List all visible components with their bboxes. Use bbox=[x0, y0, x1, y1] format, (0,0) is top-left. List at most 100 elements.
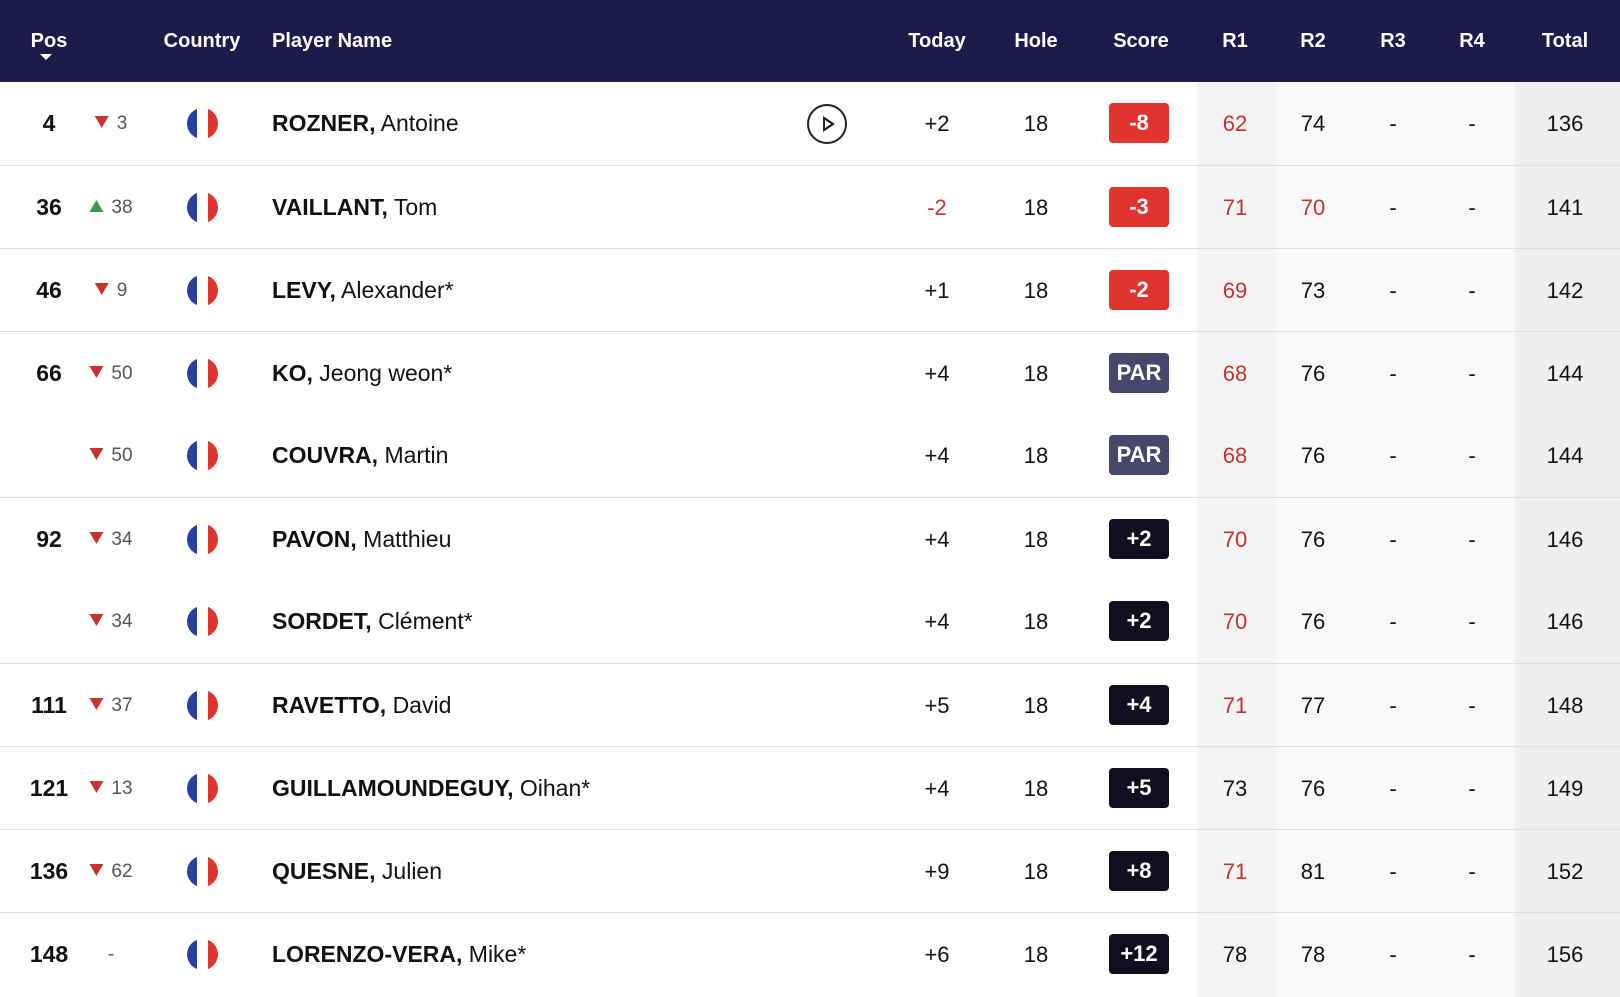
table-row[interactable]: 111 37 RAVETTO, David +5 18 +4 71 77 - - 148 bbox=[0, 663, 1620, 746]
hole: 18 bbox=[1023, 693, 1049, 718]
arrow-down-icon bbox=[94, 282, 109, 295]
total-score: 142 bbox=[1546, 278, 1584, 303]
round-3-score: - bbox=[1389, 776, 1397, 801]
round-4-score: - bbox=[1468, 527, 1476, 552]
player-name[interactable]: KO, Jeong weon* bbox=[272, 332, 452, 415]
header-r2[interactable]: R2 bbox=[1300, 30, 1326, 52]
score-badge: +2 bbox=[1109, 601, 1169, 641]
france-flag-icon bbox=[187, 275, 218, 306]
score-badge: +12 bbox=[1109, 934, 1169, 974]
hole: 18 bbox=[1023, 278, 1049, 303]
movement-value: 38 bbox=[111, 197, 133, 218]
play-video-button[interactable] bbox=[807, 104, 847, 144]
round-4-score: - bbox=[1468, 195, 1476, 220]
france-flag-icon bbox=[187, 524, 218, 555]
player-first-name: Jeong weon* bbox=[319, 360, 453, 386]
position-movement: 34 bbox=[89, 580, 133, 663]
hole: 18 bbox=[1023, 776, 1049, 801]
round-1-score: 69 bbox=[1222, 278, 1248, 303]
sort-caret-down-icon[interactable] bbox=[40, 54, 52, 60]
round-2-score: 76 bbox=[1300, 527, 1326, 552]
today-score: +1 bbox=[924, 278, 950, 303]
position-movement: - bbox=[108, 913, 114, 996]
round-2-score: 78 bbox=[1300, 942, 1326, 967]
hole: 18 bbox=[1023, 942, 1049, 967]
position: 148 bbox=[29, 941, 69, 967]
round-2-score: 70 bbox=[1300, 195, 1326, 220]
player-first-name: Julien bbox=[381, 858, 443, 884]
france-flag-icon bbox=[187, 358, 218, 389]
round-2-score: 74 bbox=[1300, 111, 1326, 136]
header-player-name[interactable]: Player Name bbox=[272, 30, 393, 52]
round-3-score: - bbox=[1389, 443, 1397, 468]
round-1-score: 71 bbox=[1222, 195, 1248, 220]
france-flag-icon bbox=[187, 606, 218, 637]
today-score: +4 bbox=[924, 443, 950, 468]
movement-value: 3 bbox=[116, 113, 128, 134]
today-score: +9 bbox=[924, 859, 950, 884]
score-badge: +2 bbox=[1109, 519, 1169, 559]
arrow-down-icon bbox=[89, 863, 104, 876]
position: 92 bbox=[36, 526, 62, 552]
total-score: 144 bbox=[1546, 443, 1584, 468]
today-score: +4 bbox=[924, 361, 950, 386]
player-name[interactable]: LORENZO-VERA, Mike* bbox=[272, 913, 526, 996]
player-name[interactable]: ROZNER, Antoine bbox=[272, 82, 459, 165]
table-row[interactable]: 136 62 QUESNE, Julien +9 18 +8 71 81 - - 152 bbox=[0, 829, 1620, 912]
table-row[interactable]: 148 - LORENZO-VERA, Mike* +6 18 +12 78 78 - - 156 bbox=[0, 912, 1620, 995]
france-flag-icon bbox=[187, 108, 218, 139]
header-r4[interactable]: R4 bbox=[1459, 30, 1485, 52]
table-row[interactable]: 36 38 VAILLANT, Tom -2 18 -3 71 70 - - 141 bbox=[0, 165, 1620, 248]
table-row[interactable]: 66 50 KO, Jeong weon* +4 18 PAR 68 76 - - 144 bbox=[0, 331, 1620, 414]
round-4-score: - bbox=[1468, 693, 1476, 718]
header-today[interactable]: Today bbox=[908, 30, 966, 52]
table-row[interactable]: 121 13 GUILLAMOUNDEGUY, Oihan* +4 18 +5 73 76 - -… bbox=[0, 746, 1620, 829]
header-country[interactable]: Country bbox=[163, 30, 241, 52]
header-r1[interactable]: R1 bbox=[1222, 30, 1248, 52]
header-score[interactable]: Score bbox=[1113, 30, 1169, 52]
round-3-score: - bbox=[1389, 942, 1397, 967]
leaderboard-rows: 4 3 ROZNER, Antoine +2 18 -8 62 74 - - 136 36 38 VAIL… bbox=[0, 82, 1620, 997]
header-pos[interactable]: Pos bbox=[31, 0, 68, 82]
movement-value: 50 bbox=[111, 363, 133, 384]
table-row[interactable]: 4 3 ROZNER, Antoine +2 18 -8 62 74 - - 136 bbox=[0, 82, 1620, 165]
header-r3[interactable]: R3 bbox=[1380, 30, 1406, 52]
player-name[interactable]: SORDET, Clément* bbox=[272, 580, 473, 663]
france-flag-icon bbox=[187, 856, 218, 887]
round-1-score: 70 bbox=[1222, 609, 1248, 634]
player-last-name: KO, bbox=[272, 360, 313, 386]
player-name[interactable]: RAVETTO, David bbox=[272, 664, 451, 747]
arrow-down-icon bbox=[89, 531, 104, 544]
total-score: 156 bbox=[1546, 942, 1584, 967]
position-movement: 62 bbox=[89, 830, 133, 913]
player-first-name: Matthieu bbox=[363, 526, 452, 552]
round-1-score: 68 bbox=[1222, 361, 1248, 386]
player-name[interactable]: QUESNE, Julien bbox=[272, 830, 442, 913]
round-2-score: 76 bbox=[1300, 361, 1326, 386]
player-last-name: RAVETTO, bbox=[272, 692, 387, 718]
header-hole[interactable]: Hole bbox=[1014, 30, 1058, 52]
table-row[interactable]: 92 34 PAVON, Matthieu +4 18 +2 70 76 - - 146 bbox=[0, 497, 1620, 580]
header-total[interactable]: Total bbox=[1541, 30, 1589, 52]
player-name[interactable]: COUVRA, Martin bbox=[272, 414, 448, 497]
table-row[interactable]: 34 SORDET, Clément* +4 18 +2 70 76 - - 146 bbox=[0, 580, 1620, 663]
player-last-name: LORENZO-VERA, bbox=[272, 941, 463, 967]
player-name[interactable]: GUILLAMOUNDEGUY, Oihan* bbox=[272, 747, 590, 830]
total-score: 141 bbox=[1546, 195, 1584, 220]
round-2-score: 73 bbox=[1300, 278, 1326, 303]
player-name[interactable]: LEVY, Alexander* bbox=[272, 249, 454, 332]
today-score: -2 bbox=[927, 195, 947, 220]
table-row[interactable]: 46 9 LEVY, Alexander* +1 18 -2 69 73 - - 142 bbox=[0, 248, 1620, 331]
movement-value: - bbox=[107, 944, 115, 965]
player-first-name: Alexander* bbox=[341, 277, 454, 303]
score-badge: -8 bbox=[1109, 103, 1169, 143]
player-last-name: GUILLAMOUNDEGUY, bbox=[272, 775, 514, 801]
today-score: +4 bbox=[924, 609, 950, 634]
player-last-name: PAVON, bbox=[272, 526, 357, 552]
player-name[interactable]: PAVON, Matthieu bbox=[272, 498, 451, 581]
player-name[interactable]: VAILLANT, Tom bbox=[272, 166, 437, 249]
table-row[interactable]: 50 COUVRA, Martin +4 18 PAR 68 76 - - 144 bbox=[0, 414, 1620, 497]
today-score: +2 bbox=[924, 111, 950, 136]
r1-column-shade bbox=[1197, 82, 1275, 997]
round-4-score: - bbox=[1468, 942, 1476, 967]
